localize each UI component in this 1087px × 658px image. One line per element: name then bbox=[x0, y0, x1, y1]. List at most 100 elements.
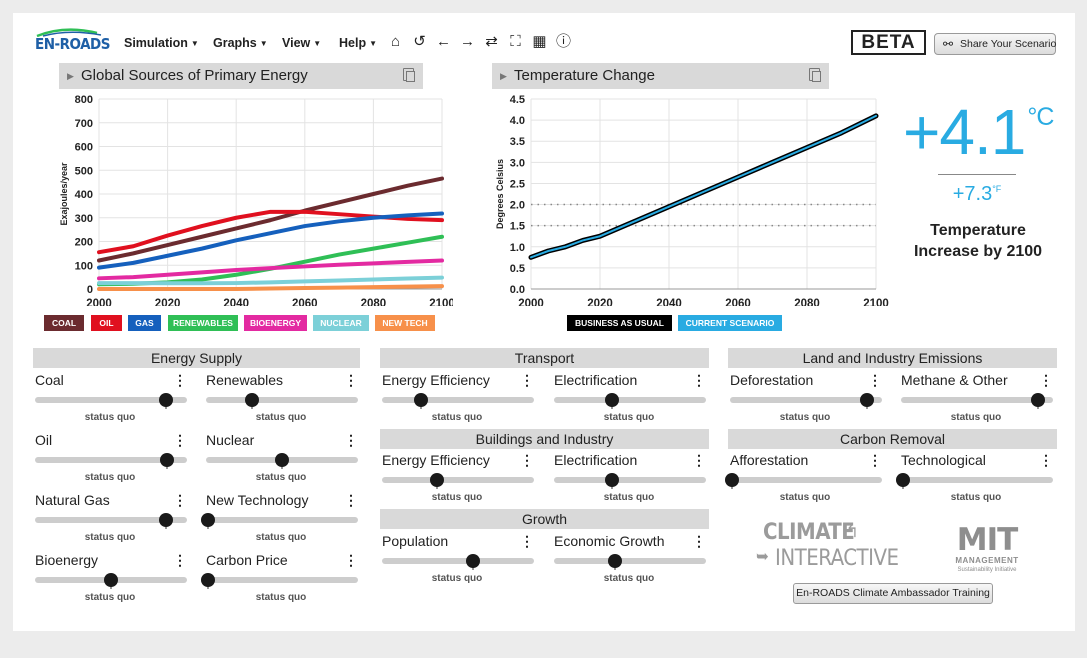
legend-nuclear[interactable]: NUCLEAR bbox=[313, 315, 369, 331]
more-options-icon[interactable]: ⋮ bbox=[868, 372, 882, 388]
more-options-icon[interactable]: ⋮ bbox=[173, 492, 187, 508]
slider-track[interactable] bbox=[35, 397, 187, 403]
copy-icon[interactable] bbox=[809, 68, 821, 82]
slider-natural-gas[interactable]: Natural Gas ⋮ status quo bbox=[33, 492, 191, 552]
more-options-icon[interactable]: ⋮ bbox=[1039, 452, 1053, 468]
more-options-icon[interactable]: ⋮ bbox=[868, 452, 882, 468]
more-options-icon[interactable]: ⋮ bbox=[692, 372, 706, 388]
slider-thumb[interactable] bbox=[605, 393, 620, 407]
slider-track[interactable] bbox=[554, 397, 706, 403]
slider-track[interactable] bbox=[206, 397, 358, 403]
slider-thumb[interactable] bbox=[201, 513, 215, 527]
legend-gas[interactable]: GAS bbox=[128, 315, 161, 331]
slider-new-technology[interactable]: New Technology ⋮ status quo bbox=[201, 492, 362, 552]
legend-renewables[interactable]: RENEWABLES bbox=[168, 315, 238, 331]
legend-business-as-usual[interactable]: BUSINESS AS USUAL bbox=[567, 315, 672, 331]
more-options-icon[interactable]: ⋮ bbox=[520, 372, 534, 388]
legend-oil[interactable]: OIL bbox=[91, 315, 122, 331]
slider-thumb[interactable] bbox=[160, 453, 175, 467]
slider-thumb[interactable] bbox=[605, 473, 620, 487]
climate-interactive-logo[interactable]: CLIMATE ↰ ➥ INTERACTIVE bbox=[753, 520, 899, 580]
slider-thumb[interactable] bbox=[245, 393, 260, 407]
slider-deforestation[interactable]: Deforestation ⋮ status quo bbox=[728, 372, 886, 432]
table-icon[interactable]: ▦ bbox=[532, 33, 547, 50]
ambassador-training-button[interactable]: En-ROADS Climate Ambassador Training bbox=[793, 583, 993, 604]
menu-simulation[interactable]: Simulation ▼ bbox=[124, 36, 199, 50]
en-roads-logo[interactable]: EN-ROADS bbox=[35, 27, 110, 55]
slider-track[interactable] bbox=[730, 397, 882, 403]
menu-view[interactable]: View ▼ bbox=[282, 36, 321, 50]
slider-track[interactable] bbox=[554, 477, 706, 483]
more-options-icon[interactable]: ⋮ bbox=[173, 372, 187, 388]
more-options-icon[interactable]: ⋮ bbox=[692, 452, 706, 468]
menu-graphs[interactable]: Graphs ▼ bbox=[213, 36, 268, 50]
expand-triangle-icon[interactable]: ▶ bbox=[67, 71, 74, 81]
slider-thumb[interactable] bbox=[465, 554, 480, 568]
slider-transport-electrification[interactable]: Electrification ⋮ status quo bbox=[552, 372, 710, 432]
more-options-icon[interactable]: ⋮ bbox=[173, 552, 187, 568]
slider-track[interactable] bbox=[206, 577, 358, 583]
slider-thumb[interactable] bbox=[158, 393, 173, 407]
slider-coal[interactable]: Coal ⋮ status quo bbox=[33, 372, 191, 432]
more-options-icon[interactable]: ⋮ bbox=[344, 432, 358, 448]
slider-track[interactable] bbox=[382, 477, 534, 483]
slider-track[interactable] bbox=[730, 477, 882, 483]
slider-track[interactable] bbox=[35, 517, 187, 523]
slider-renewables[interactable]: Renewables ⋮ status quo bbox=[204, 372, 362, 432]
temp-graph-title-bar[interactable]: ▶ Temperature Change bbox=[492, 63, 829, 89]
more-options-icon[interactable]: ⋮ bbox=[520, 452, 534, 468]
slider-thumb[interactable] bbox=[608, 554, 623, 568]
more-options-icon[interactable]: ⋮ bbox=[1039, 372, 1053, 388]
info-icon[interactable]: ⓘ bbox=[555, 33, 571, 50]
slider-track[interactable] bbox=[382, 558, 534, 564]
slider-thumb[interactable] bbox=[725, 473, 739, 487]
slider-afforestation[interactable]: Afforestation ⋮ status quo bbox=[725, 452, 886, 512]
slider-thumb[interactable] bbox=[859, 393, 874, 407]
legend-current-scenario[interactable]: CURRENT SCENARIO bbox=[678, 315, 782, 331]
slider-thumb[interactable] bbox=[1030, 393, 1045, 407]
slider-technological[interactable]: Technological ⋮ status quo bbox=[896, 452, 1057, 512]
undo-icon[interactable]: ↺ bbox=[413, 33, 426, 50]
energy-graph-title-bar[interactable]: ▶ Global Sources of Primary Energy bbox=[59, 63, 423, 89]
reset-icon[interactable]: ⇄ bbox=[485, 33, 498, 50]
slider-thumb[interactable] bbox=[430, 473, 445, 487]
slider-buildings-efficiency[interactable]: Energy Efficiency ⋮ status quo bbox=[380, 452, 538, 512]
slider-thumb[interactable] bbox=[201, 573, 215, 587]
slider-methane-other[interactable]: Methane & Other ⋮ status quo bbox=[899, 372, 1057, 432]
legend-bioenergy[interactable]: BIOENERGY bbox=[244, 315, 307, 331]
fullscreen-icon[interactable]: ⛶ bbox=[510, 33, 521, 50]
slider-population[interactable]: Population ⋮ status quo bbox=[380, 533, 538, 593]
slider-track[interactable] bbox=[901, 477, 1053, 483]
slider-thumb[interactable] bbox=[896, 473, 910, 487]
more-options-icon[interactable]: ⋮ bbox=[692, 533, 706, 549]
legend-new-tech[interactable]: NEW TECH bbox=[375, 315, 435, 331]
expand-triangle-icon[interactable]: ▶ bbox=[500, 71, 507, 81]
slider-track[interactable] bbox=[554, 558, 706, 564]
slider-transport-efficiency[interactable]: Energy Efficiency ⋮ status quo bbox=[380, 372, 538, 432]
legend-coal[interactable]: COAL bbox=[44, 315, 84, 331]
share-scenario-button[interactable]: ⚯ Share Your Scenario bbox=[934, 33, 1056, 55]
forward-icon[interactable]: → bbox=[460, 33, 475, 50]
mit-management-logo[interactable]: MIT MANAGEMENT Sustainability Initiative bbox=[941, 525, 1033, 583]
slider-nuclear[interactable]: Nuclear ⋮ status quo bbox=[204, 432, 362, 492]
more-options-icon[interactable]: ⋮ bbox=[520, 533, 534, 549]
slider-carbon-price[interactable]: Carbon Price ⋮ status quo bbox=[201, 552, 362, 612]
slider-track[interactable] bbox=[35, 457, 187, 463]
slider-buildings-electrification[interactable]: Electrification ⋮ status quo bbox=[552, 452, 710, 512]
slider-track[interactable] bbox=[206, 517, 358, 523]
back-icon[interactable]: ← bbox=[436, 33, 451, 50]
more-options-icon[interactable]: ⋮ bbox=[344, 552, 358, 568]
copy-icon[interactable] bbox=[403, 68, 415, 82]
slider-thumb[interactable] bbox=[414, 393, 428, 407]
home-icon[interactable]: ⌂ bbox=[390, 33, 401, 50]
more-options-icon[interactable]: ⋮ bbox=[344, 492, 358, 508]
slider-economic-growth[interactable]: Economic Growth ⋮ status quo bbox=[552, 533, 710, 593]
more-options-icon[interactable]: ⋮ bbox=[173, 432, 187, 448]
slider-track[interactable] bbox=[382, 397, 534, 403]
menu-help[interactable]: Help ▼ bbox=[339, 36, 377, 50]
slider-thumb[interactable] bbox=[104, 573, 118, 587]
slider-thumb[interactable] bbox=[275, 453, 289, 467]
slider-oil[interactable]: Oil ⋮ status quo bbox=[33, 432, 191, 492]
slider-thumb[interactable] bbox=[158, 513, 173, 527]
more-options-icon[interactable]: ⋮ bbox=[344, 372, 358, 388]
